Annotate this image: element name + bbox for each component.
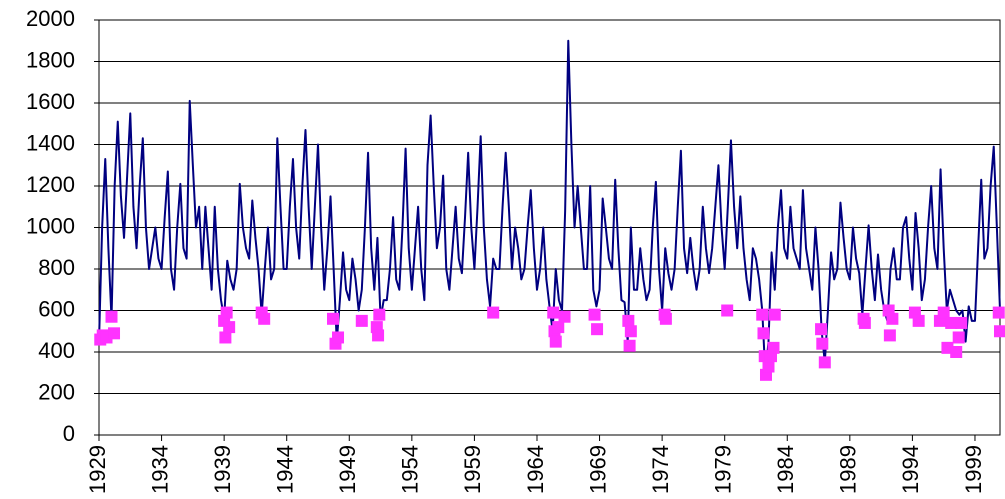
low-marker (355, 314, 368, 327)
low-marker (624, 325, 637, 338)
low-marker (255, 306, 268, 319)
low-marker (721, 304, 734, 317)
low-marker (757, 327, 770, 340)
low-marker (815, 323, 828, 336)
x-tick-label: 1974 (648, 445, 673, 494)
low-marker (992, 306, 1005, 319)
y-tick-label: 0 (63, 421, 75, 446)
low-marker (327, 312, 340, 325)
x-tick-label: 1959 (460, 445, 485, 494)
low-marker (886, 312, 899, 325)
low-marker (912, 314, 925, 327)
low-marker (558, 310, 571, 323)
low-marker (762, 360, 775, 373)
y-tick-label: 600 (38, 296, 75, 321)
y-tick-label: 1000 (26, 213, 75, 238)
low-marker (591, 323, 604, 336)
low-marker (818, 356, 831, 369)
y-tick-label: 1400 (26, 130, 75, 155)
low-marker (487, 306, 500, 319)
low-marker (220, 306, 233, 319)
y-tick-label: 800 (38, 255, 75, 280)
low-marker (549, 335, 562, 348)
x-tick-label: 1939 (210, 445, 235, 494)
y-tick-label: 200 (38, 379, 75, 404)
x-tick-label: 1954 (398, 445, 423, 494)
low-marker (372, 329, 385, 342)
low-marker (105, 310, 118, 323)
low-marker (219, 331, 232, 344)
low-marker (950, 346, 963, 358)
low-marker (955, 316, 968, 329)
low-marker (552, 321, 565, 334)
low-marker (858, 316, 871, 329)
low-marker (623, 339, 636, 352)
low-marker (816, 337, 829, 350)
x-tick-label: 1994 (898, 445, 923, 494)
low-marker (108, 327, 121, 340)
x-tick-label: 1969 (585, 445, 610, 494)
low-marker (373, 308, 386, 321)
low-marker (952, 331, 965, 344)
low-marker (659, 312, 672, 325)
x-tick-label: 1999 (961, 445, 986, 494)
low-marker (622, 314, 635, 327)
y-tick-label: 1200 (26, 172, 75, 197)
x-tick-label: 1929 (85, 445, 110, 494)
low-marker (756, 308, 769, 321)
y-tick-label: 400 (38, 338, 75, 363)
y-tick-label: 1600 (26, 89, 75, 114)
x-tick-label: 1944 (273, 445, 298, 494)
low-marker (945, 316, 958, 329)
y-tick-label: 2000 (26, 6, 75, 31)
low-marker (223, 321, 236, 334)
data-line (98, 39, 1001, 376)
low-marker (937, 306, 950, 319)
low-marker (994, 325, 1005, 338)
low-marker (588, 308, 601, 321)
low-marker (258, 312, 271, 325)
low-marker (332, 331, 345, 344)
low-marker (767, 341, 780, 354)
x-tick-label: 1964 (523, 445, 548, 494)
low-marker (768, 308, 781, 321)
x-tick-label: 1949 (335, 445, 360, 494)
low-marker (547, 306, 560, 319)
y-tick-label: 1800 (26, 47, 75, 72)
low-marker (883, 329, 896, 342)
x-tick-label: 1984 (773, 445, 798, 494)
x-tick-label: 1989 (836, 445, 861, 494)
x-tick-label: 1979 (711, 445, 736, 494)
x-tick-label: 1934 (147, 445, 172, 494)
